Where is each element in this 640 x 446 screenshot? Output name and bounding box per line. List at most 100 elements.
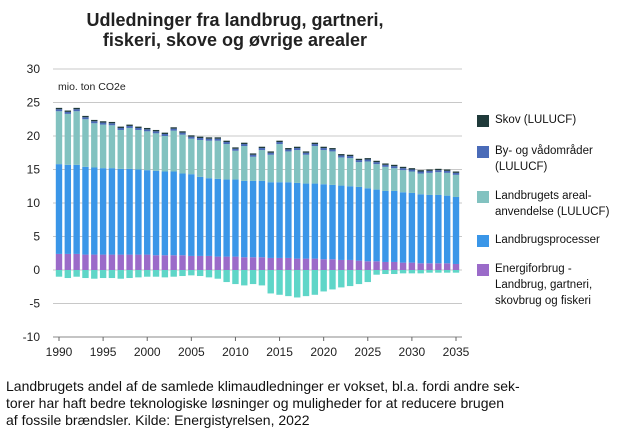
bar-segment	[443, 170, 451, 173]
bar-segment	[302, 183, 310, 259]
bar-segment	[91, 123, 98, 168]
bar-segment	[144, 270, 151, 277]
bar-segment	[232, 150, 239, 180]
bar-segment	[443, 270, 451, 273]
bar-segment	[196, 270, 204, 277]
x-tick-label: 1995	[90, 345, 117, 359]
bar-segment	[302, 154, 310, 184]
bar-segment	[64, 253, 72, 270]
bar-segment	[152, 170, 160, 256]
bar-segment	[179, 173, 186, 256]
bar-segment	[99, 121, 107, 123]
y-tick-label: 10	[27, 196, 41, 210]
legend-swatch-landbrugets-arealanvendelse	[477, 191, 489, 203]
bar-segment	[161, 136, 169, 172]
bar-segment	[373, 164, 380, 190]
bar-segment	[426, 263, 433, 270]
bar-segment	[152, 255, 160, 270]
bar-segment	[258, 257, 266, 270]
bar-segment	[417, 173, 424, 195]
bar-segment	[135, 127, 142, 130]
bar-segment	[258, 148, 266, 151]
bar-segment	[55, 164, 63, 254]
bar-segment	[329, 149, 336, 152]
bar-segment	[435, 172, 442, 195]
bar-segment	[188, 174, 195, 256]
bar-segment	[426, 270, 433, 273]
bar-segment	[144, 129, 151, 132]
bar-segment	[373, 160, 380, 163]
bar-segment	[108, 121, 116, 124]
bar-segment	[417, 194, 424, 264]
bar-segment	[435, 270, 442, 273]
x-tick-label: 1990	[46, 345, 73, 359]
bar-segment	[408, 171, 416, 193]
bar-segment	[126, 254, 133, 270]
bar-segment	[161, 133, 169, 136]
bar-segment	[205, 137, 213, 139]
bar-segment	[399, 170, 407, 193]
x-tick-label: 2035	[443, 345, 470, 359]
bar-segment	[223, 270, 230, 283]
y-tick-label: 5	[33, 230, 40, 244]
bar-segment	[329, 151, 336, 185]
bar-segment	[205, 255, 213, 270]
bar-segment	[99, 168, 107, 255]
bar-segment	[73, 111, 80, 165]
bar-segment	[408, 192, 416, 263]
bar-segment	[399, 192, 407, 263]
legend-item-landbrugets-arealanvendelse: Landbrugets areal- anvendelse (LULUCF)	[475, 188, 635, 220]
bar-segment	[355, 260, 363, 270]
bar-segment	[241, 144, 248, 147]
bar-segment	[249, 153, 257, 155]
bar-segment	[285, 151, 292, 183]
bar-segment	[417, 270, 424, 274]
bar-segment	[205, 270, 213, 278]
bar-segment	[241, 180, 248, 258]
bar-segment	[426, 172, 433, 195]
legend-label: (LULUCF)	[495, 161, 548, 173]
legend-swatch-landbrugsprocesser	[477, 235, 489, 247]
bar-segment	[214, 138, 221, 141]
bar-segment	[311, 270, 319, 295]
bar-segment	[214, 270, 221, 279]
bar-segment	[338, 154, 345, 156]
bar-segment	[64, 110, 72, 112]
bar-segment	[399, 262, 407, 270]
bar-segment	[452, 263, 460, 270]
bar-segment	[364, 261, 371, 270]
bar-segment	[91, 270, 98, 279]
bar-segment	[64, 113, 72, 165]
bar-segment	[294, 150, 301, 183]
legend-label: Energiforbrug -	[495, 263, 572, 275]
bar-segment	[91, 167, 98, 255]
bar-segment	[241, 257, 248, 270]
bar-segment	[443, 172, 451, 196]
bar-segment	[152, 133, 160, 171]
bar-segment	[73, 253, 80, 270]
bar-segment	[294, 146, 301, 149]
bar-segment	[126, 125, 133, 128]
bar-segment	[144, 170, 151, 255]
bar-segment	[267, 152, 274, 155]
bar-segment	[391, 261, 398, 270]
bar-segment	[126, 270, 133, 279]
y-tick-label: 20	[27, 129, 41, 143]
bar-segment	[391, 190, 398, 262]
bar-segment	[161, 132, 169, 134]
bar-segment	[135, 254, 142, 270]
bar-segment	[302, 152, 310, 155]
bar-segment	[285, 270, 292, 297]
bar-segment	[117, 127, 124, 130]
bar-segment	[391, 164, 398, 167]
bar-segment	[55, 253, 63, 270]
bar-segment	[55, 109, 63, 112]
bar-segment	[73, 270, 80, 277]
y-tick-label: -5	[29, 297, 40, 311]
bar-segment	[267, 270, 274, 294]
bar-segment	[117, 168, 124, 255]
bar-segment	[391, 168, 398, 191]
bar-segment	[346, 156, 354, 159]
bar-segment	[408, 262, 416, 270]
x-tick-label: 2015	[266, 345, 293, 359]
